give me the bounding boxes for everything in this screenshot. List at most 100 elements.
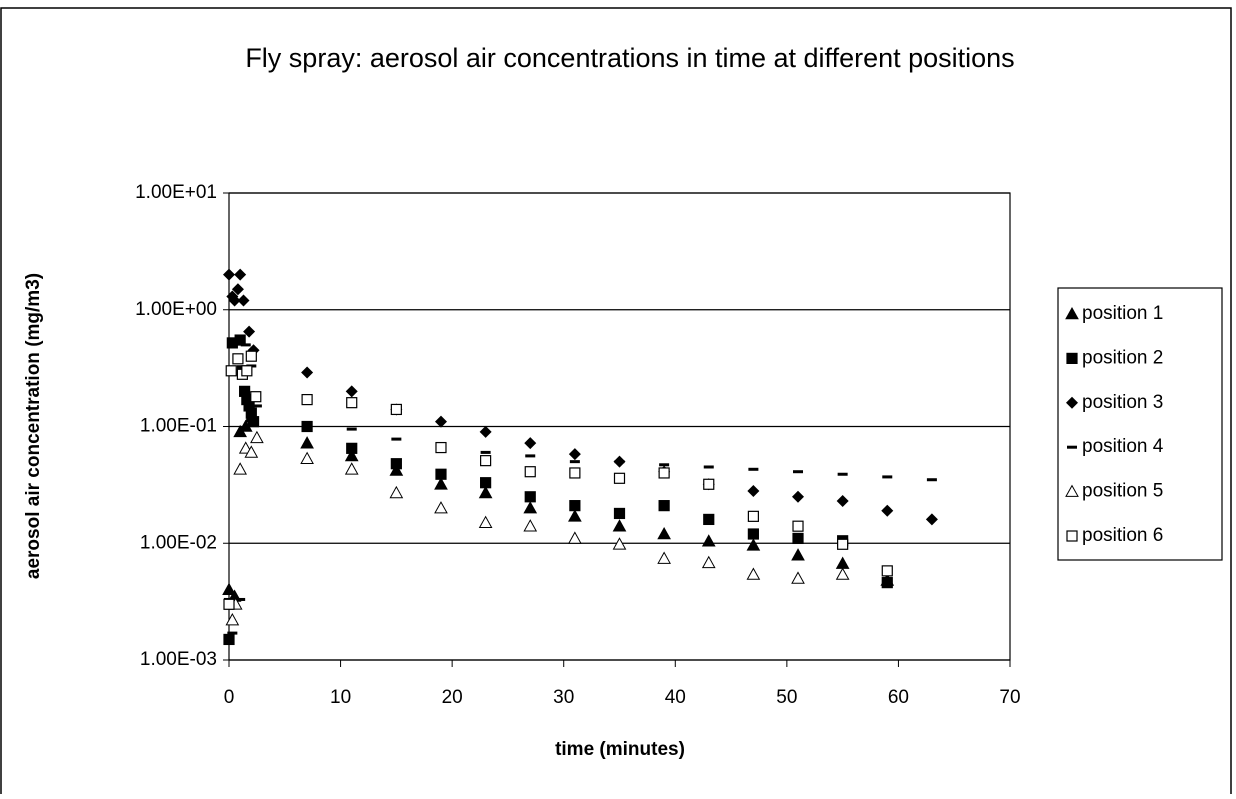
marker: [569, 460, 580, 464]
marker: [524, 437, 537, 450]
legend-marker: [1067, 445, 1077, 449]
marker: [791, 571, 805, 584]
x-tick-label: 20: [442, 687, 463, 708]
legend-marker: [1066, 530, 1078, 542]
x-tick-label: 60: [888, 687, 909, 708]
marker: [301, 366, 314, 379]
legend-marker: [1066, 396, 1078, 409]
marker: [346, 442, 358, 454]
marker: [837, 472, 848, 476]
marker: [747, 528, 759, 540]
marker: [391, 437, 402, 441]
marker: [569, 467, 581, 479]
marker: [523, 519, 538, 532]
marker: [245, 350, 257, 362]
marker: [746, 538, 761, 551]
marker: [344, 448, 359, 462]
marker: [346, 397, 358, 409]
marker: [240, 343, 251, 347]
marker: [234, 334, 246, 346]
marker: [300, 436, 314, 449]
y-tick-label: 1.00E-01: [140, 416, 217, 437]
marker: [703, 478, 715, 490]
marker: [227, 631, 238, 635]
marker: [658, 467, 670, 479]
y-tick-label: 1.00E-03: [140, 649, 217, 670]
marker: [346, 427, 357, 431]
marker: [223, 633, 235, 646]
legend-label: position 2: [1082, 347, 1163, 368]
y-tick-label: 1.00E+01: [135, 182, 217, 203]
marker: [524, 491, 536, 503]
marker: [746, 567, 761, 580]
marker: [247, 416, 260, 428]
marker: [225, 365, 237, 377]
x-tick-label: 70: [999, 687, 1020, 708]
y-tick-label: 1.00E+00: [135, 299, 217, 320]
marker: [243, 325, 256, 338]
marker: [523, 501, 538, 514]
marker: [251, 404, 262, 408]
marker: [434, 477, 448, 490]
marker: [344, 462, 359, 475]
marker: [659, 463, 670, 467]
marker: [614, 460, 625, 464]
marker: [478, 485, 493, 499]
marker: [241, 365, 253, 377]
marker: [791, 548, 805, 561]
marker: [835, 556, 850, 569]
marker: [225, 612, 240, 626]
legend-label: position 3: [1082, 392, 1163, 413]
legend-label: position 5: [1082, 481, 1163, 502]
marker: [478, 515, 493, 528]
marker: [480, 450, 491, 454]
marker: [222, 582, 236, 596]
marker: [613, 472, 626, 484]
marker: [524, 466, 536, 478]
marker: [925, 513, 938, 526]
marker: [435, 441, 447, 454]
chart-frame: [0, 7, 1232, 799]
marker: [233, 462, 248, 475]
legend-marker: [1065, 306, 1079, 320]
marker: [231, 283, 244, 296]
legend-label: position 1: [1082, 303, 1163, 324]
marker: [612, 519, 627, 532]
marker: [881, 565, 893, 577]
marker: [613, 507, 626, 520]
marker: [837, 538, 849, 550]
marker: [250, 391, 262, 403]
marker: [244, 445, 259, 458]
marker: [747, 485, 760, 498]
marker: [223, 598, 235, 610]
marker: [657, 526, 671, 540]
marker: [835, 567, 850, 580]
marker: [390, 458, 402, 470]
marker: [345, 385, 358, 398]
marker: [434, 415, 447, 428]
marker: [658, 500, 670, 512]
marker: [701, 555, 716, 569]
marker: [926, 478, 937, 482]
marker: [569, 500, 581, 512]
legend-marker: [1066, 352, 1078, 364]
legend-label: position 6: [1082, 525, 1163, 546]
marker: [435, 468, 447, 480]
marker: [234, 268, 247, 281]
marker: [525, 454, 536, 458]
marker: [480, 477, 492, 489]
marker: [568, 531, 582, 544]
x-tick-label: 40: [665, 687, 686, 708]
marker: [250, 430, 264, 444]
y-axis-label: aerosol air concentration (mg/m3): [23, 273, 44, 579]
marker: [300, 451, 314, 464]
marker: [792, 490, 805, 503]
marker: [434, 501, 448, 514]
chart-title: Fly spray: aerosol air concentrations in…: [245, 43, 1015, 73]
marker: [881, 504, 894, 517]
marker: [836, 495, 849, 508]
marker: [703, 465, 714, 469]
marker: [235, 597, 246, 601]
marker: [232, 353, 244, 365]
